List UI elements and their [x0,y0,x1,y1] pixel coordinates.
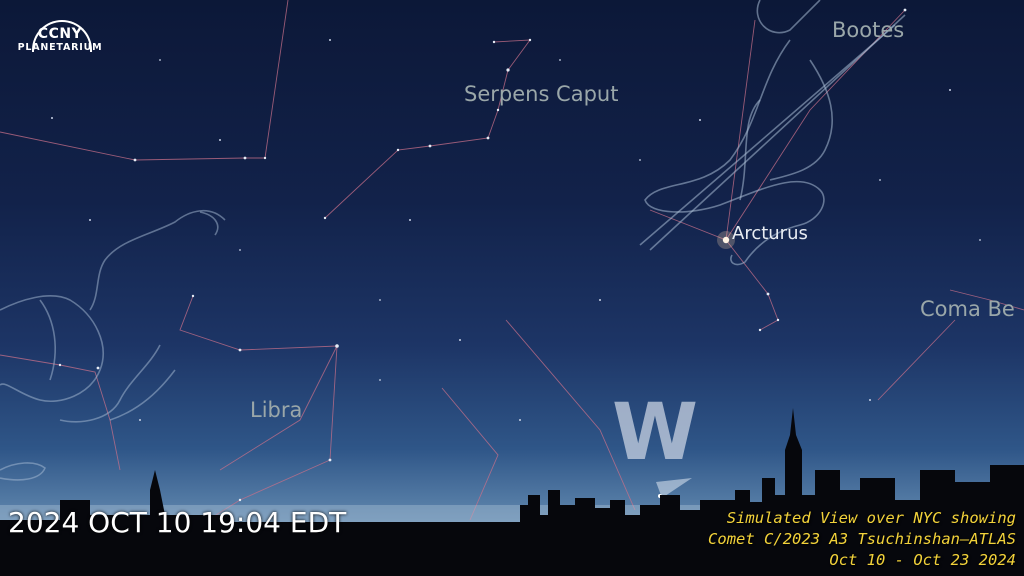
label-libra: Libra [250,398,303,422]
left-figure [0,210,226,481]
constellation-lines [0,0,1024,521]
caption-line2: Comet C/2023 A3 Tsuchinshan—ATLAS [708,530,1016,548]
caption-line3: Oct 10 - Oct 23 2024 [829,551,1016,569]
nyc-skyline [0,408,1024,576]
planetarium-logo: CCNY PLANETARIUM [14,20,106,53]
caption: Simulated View over NYC showing Comet C/… [708,508,1016,571]
background-stars [51,39,981,421]
caption-line1: Simulated View over NYC showing [726,509,1016,527]
bootes-figure [639,0,906,266]
label-serpens-caput: Serpens Caput [464,82,619,106]
compass-direction: W [612,388,699,478]
label-arcturus: Arcturus [732,223,808,244]
label-coma: Coma Be [920,297,1015,321]
comet-tail [656,478,692,498]
arcturus-star [722,236,730,244]
constellation-stars [58,8,907,502]
label-bootes: Bootes [832,18,905,42]
timestamp: 2024 OCT 10 19:04 EDT [8,506,347,539]
